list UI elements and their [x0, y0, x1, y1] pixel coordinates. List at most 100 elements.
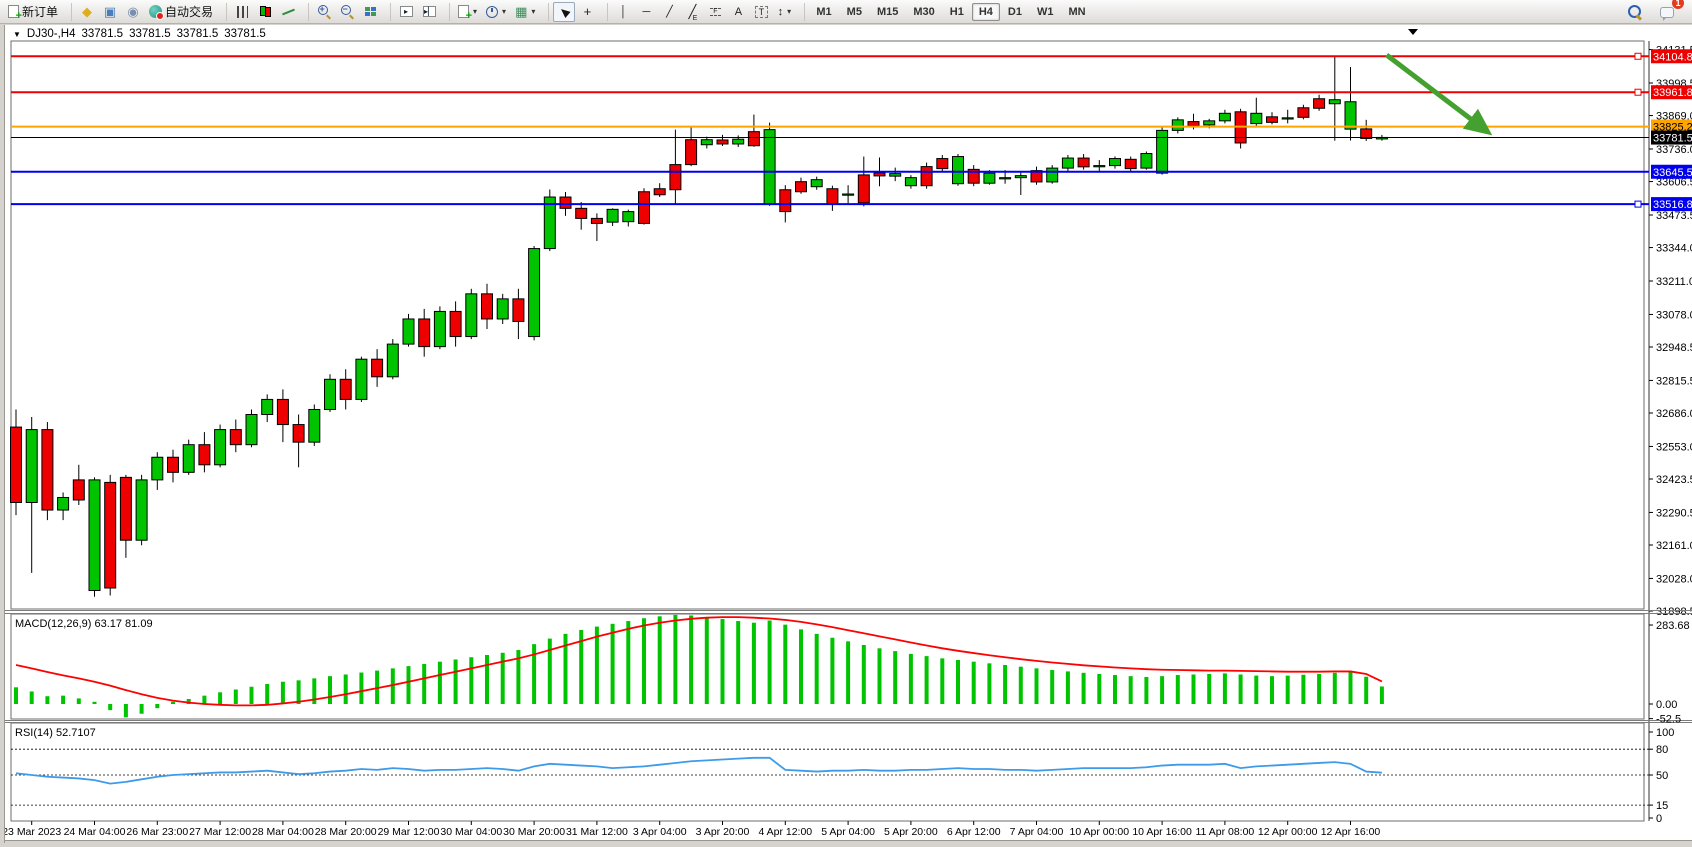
macd-histogram-bar: [1018, 666, 1023, 704]
price-chart-canvas[interactable]: 34131.533998.533869.033736.033606.533473…: [5, 25, 1692, 843]
candles-group[interactable]: [10, 56, 1388, 597]
timeframe-button-m1[interactable]: M1: [816, 5, 832, 18]
line-handle[interactable]: [1634, 200, 1642, 208]
terminal-button[interactable]: ▣: [99, 2, 121, 22]
arrow-drawing-object[interactable]: [1385, 52, 1493, 136]
line-price-label: 33516.8: [1653, 199, 1692, 211]
horizontal-line-icon: ─: [642, 5, 651, 18]
candle: [606, 208, 619, 223]
macd-histogram-bar: [1175, 675, 1180, 704]
macd-histogram-bar: [186, 698, 191, 704]
timeframe-button-w1[interactable]: W1: [1036, 5, 1054, 18]
candle: [1061, 157, 1074, 169]
macd-histogram-bar: [485, 654, 489, 704]
line-chart-button[interactable]: [277, 2, 299, 22]
sep4: [384, 2, 392, 21]
bar-chart-button[interactable]: [231, 2, 253, 22]
price-tick-label: 33078.0: [1656, 309, 1692, 321]
new-order-icon: [8, 5, 22, 22]
rsi-line: [15, 756, 1382, 785]
templates-button[interactable]: ▦ ▾: [511, 2, 539, 22]
time-axis-label: 4 Apr 12:00: [758, 826, 812, 838]
timeframe-button-d1[interactable]: D1: [1007, 5, 1022, 18]
macd-histogram-bar: [171, 701, 175, 704]
candle: [795, 181, 807, 193]
line-handle[interactable]: [1634, 88, 1642, 96]
candle: [983, 172, 996, 184]
macd-histogram-bar: [642, 618, 646, 704]
toolbar-right-group: 1: [1624, 0, 1688, 22]
symbol-dropdown-icon[interactable]: ▼: [13, 29, 21, 39]
macd-histogram-bar: [877, 648, 882, 704]
new-order-button[interactable]: 新订单: [4, 2, 62, 22]
text-button[interactable]: A: [727, 2, 749, 22]
chart-shift-button[interactable]: ▸▏: [418, 2, 440, 22]
candlestick-chart-button[interactable]: [254, 2, 276, 22]
macd-histogram-bar: [280, 681, 285, 704]
fibonacci-button[interactable]: F: [704, 2, 726, 22]
macd-group: [14, 614, 1384, 718]
new-chart-button-dropdown-icon[interactable]: ▾: [473, 7, 478, 16]
macd-histogram-bar: [1364, 676, 1369, 704]
chart-shift-marker-icon[interactable]: [1408, 29, 1418, 35]
time-axis-label: 10 Apr 16:00: [1132, 826, 1192, 838]
arrows-button-dropdown-icon[interactable]: ▾: [787, 7, 792, 16]
cursor-button[interactable]: [553, 1, 576, 22]
sep1: [65, 2, 73, 21]
candle: [119, 476, 132, 541]
timeframe-button-h4[interactable]: H4: [971, 2, 1000, 21]
fibonacci-icon: F: [709, 7, 721, 16]
autotrading-button[interactable]: 自动交易: [145, 2, 217, 22]
horizontal-line-button[interactable]: ─: [635, 2, 657, 22]
candle: [261, 398, 274, 416]
time-axis-label: 5 Apr 20:00: [884, 826, 938, 838]
candle: [1218, 112, 1231, 122]
strategy-tester-button[interactable]: ◉: [122, 2, 144, 22]
auto-scroll-button[interactable]: ▸: [395, 2, 417, 22]
bottom-strip: [5, 841, 1692, 843]
rsi-tick-label: 15: [1656, 800, 1668, 812]
tile-windows-icon: [365, 6, 371, 13]
periods-button[interactable]: ▾: [482, 2, 510, 22]
candle: [638, 191, 650, 224]
crosshair-button[interactable]: +: [576, 2, 598, 22]
chart-window[interactable]: ▼ DJ30-,H4 33781.5 33781.5 33781.5 33781…: [4, 25, 1692, 843]
new-chart-button[interactable]: ▾: [454, 2, 481, 22]
arrows-button[interactable]: ↕ ▾: [773, 2, 795, 22]
metaeditor-button[interactable]: ◆: [76, 2, 98, 22]
candle: [1093, 165, 1106, 168]
candle: [528, 248, 541, 338]
text-label-button[interactable]: T: [750, 2, 772, 22]
notification-badge: 1: [1672, 0, 1684, 9]
macd-histogram-bar: [1050, 670, 1055, 704]
macd-histogram-bar: [1348, 671, 1353, 704]
zoom-out-button[interactable]: −: [336, 2, 358, 22]
candle: [355, 358, 368, 400]
templates-button-dropdown-icon[interactable]: ▾: [531, 7, 536, 16]
cursor-icon: [558, 5, 571, 18]
equidistant-channel-button[interactable]: ╱ E: [681, 2, 703, 22]
candle: [1077, 157, 1090, 168]
time-axis-label: 3 Apr 20:00: [696, 826, 750, 838]
zoom-in-button[interactable]: +: [313, 2, 335, 22]
periods-button-dropdown-icon[interactable]: ▾: [502, 7, 507, 16]
line-price-label: 33961.8: [1653, 87, 1692, 99]
timeframe-button-h1[interactable]: H1: [949, 5, 964, 18]
timeframe-button-m15[interactable]: M15: [876, 5, 899, 18]
trendline-button[interactable]: ╱: [658, 2, 680, 22]
vertical-line-button[interactable]: │: [612, 2, 634, 22]
tile-windows-button[interactable]: [359, 2, 381, 22]
timeframe-button-m5[interactable]: M5: [846, 5, 862, 18]
timeframe-button-m30[interactable]: M30: [913, 5, 935, 18]
macd-tick-label: 0.00: [1656, 699, 1677, 711]
candle: [481, 293, 493, 320]
macd-histogram-bar: [202, 695, 207, 704]
line-price-label: 33645.5: [1653, 167, 1692, 179]
search-button[interactable]: [1624, 2, 1646, 22]
candle: [575, 207, 588, 219]
time-axis-label: 7 Apr 04:00: [1010, 826, 1064, 838]
line-handle[interactable]: [1634, 52, 1642, 60]
notifications-button[interactable]: 1: [1656, 0, 1684, 22]
timeframe-button-mn[interactable]: MN: [1068, 5, 1086, 18]
chat-bubble-icon: [1660, 7, 1674, 21]
